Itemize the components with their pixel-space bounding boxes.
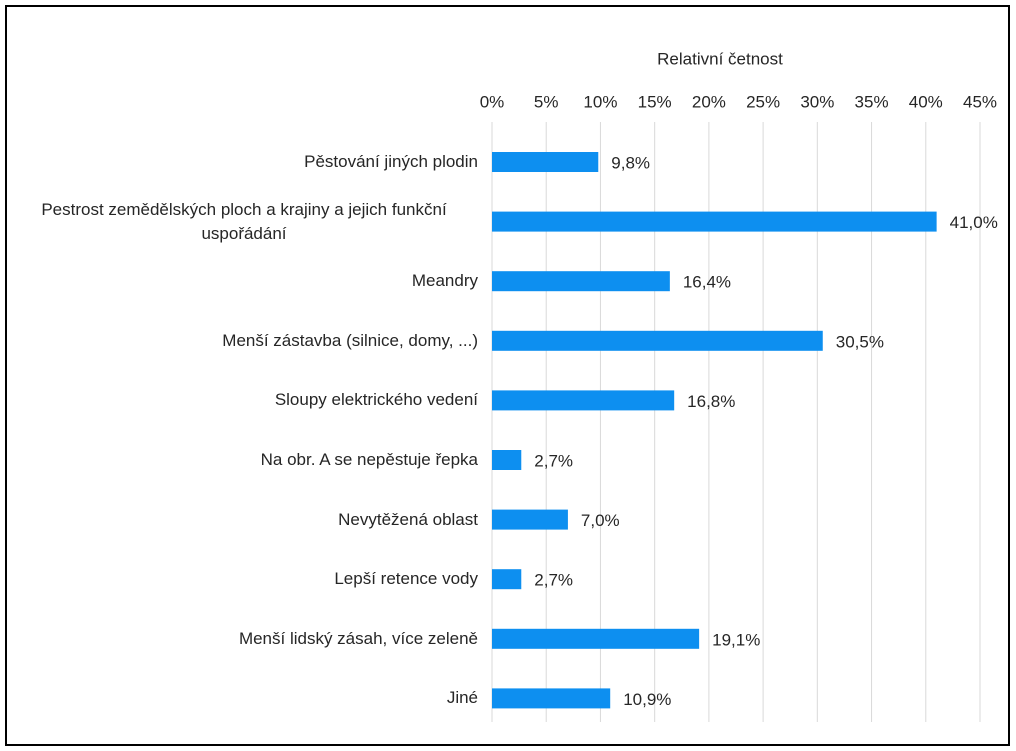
- value-label: 10,9%: [623, 690, 671, 709]
- category-label: Nevytěžená oblast: [10, 490, 478, 550]
- bar: [492, 688, 611, 709]
- bar: [492, 509, 568, 530]
- category-text: Menší zástavba (silnice, domy, ...): [222, 330, 478, 350]
- category-label: Menší lidský zásah, více zeleně: [10, 609, 478, 669]
- x-tick-label: 35%: [855, 92, 889, 111]
- chart-border: [5, 5, 1010, 746]
- category-text: Na obr. A se nepěstuje řepka: [260, 450, 478, 469]
- x-tick-label: 5%: [534, 92, 559, 111]
- bar: [492, 450, 522, 470]
- value-label: 41,0%: [950, 213, 998, 232]
- bar: [492, 628, 700, 649]
- category-label: Sloupy elektrického vedení: [10, 370, 478, 430]
- value-label: 16,4%: [683, 273, 731, 292]
- category-text: Jiné: [446, 688, 478, 708]
- category-text: Pestrost zemědělských ploch a krajiny a …: [41, 199, 447, 243]
- bar: [492, 152, 599, 172]
- value-label: 7,0%: [581, 511, 620, 530]
- category-label: Menší zástavba (silnice, domy, ...): [10, 311, 478, 371]
- value-label: 30,5%: [836, 332, 884, 351]
- x-tick-label: 20%: [692, 92, 726, 111]
- x-tick-label: 45%: [963, 92, 997, 111]
- value-label: 2,7%: [534, 451, 573, 470]
- category-text: Menší lidský zásah, více zeleně: [238, 628, 478, 648]
- category-text: Nevytěžená oblast: [338, 509, 478, 529]
- x-tick-label: 30%: [800, 92, 834, 111]
- value-label: 2,7%: [534, 571, 573, 590]
- bar: [492, 569, 522, 590]
- category-label: Meandry: [10, 251, 478, 311]
- category-label: Na obr. A se nepěstuje řepka: [10, 430, 478, 490]
- axis-title: Relativní četnost: [657, 49, 783, 68]
- x-tick-label: 15%: [638, 92, 672, 111]
- x-tick-label: 0%: [480, 92, 505, 111]
- bar: [492, 271, 670, 292]
- category-text: Lepší retence vody: [334, 569, 478, 589]
- bar: [492, 211, 937, 232]
- bar: [492, 390, 675, 411]
- x-tick-label: 10%: [583, 92, 617, 111]
- value-label: 16,8%: [687, 392, 735, 411]
- x-tick-label: 40%: [909, 92, 943, 111]
- x-tick-label: 25%: [746, 92, 780, 111]
- category-text: Meandry: [411, 271, 478, 291]
- category-label: Pěstování jiných plodin: [10, 132, 478, 192]
- category-label: Pestrost zemědělských ploch a krajiny a …: [10, 192, 478, 252]
- category-text: Sloupy elektrického vedení: [274, 390, 478, 410]
- value-label: 9,8%: [611, 153, 650, 172]
- value-label: 19,1%: [712, 630, 760, 649]
- bar: [492, 330, 823, 351]
- category-label: Jiné: [10, 668, 478, 728]
- category-text: Pěstování jiných plodin: [304, 152, 478, 171]
- category-label: Lepší retence vody: [10, 549, 478, 609]
